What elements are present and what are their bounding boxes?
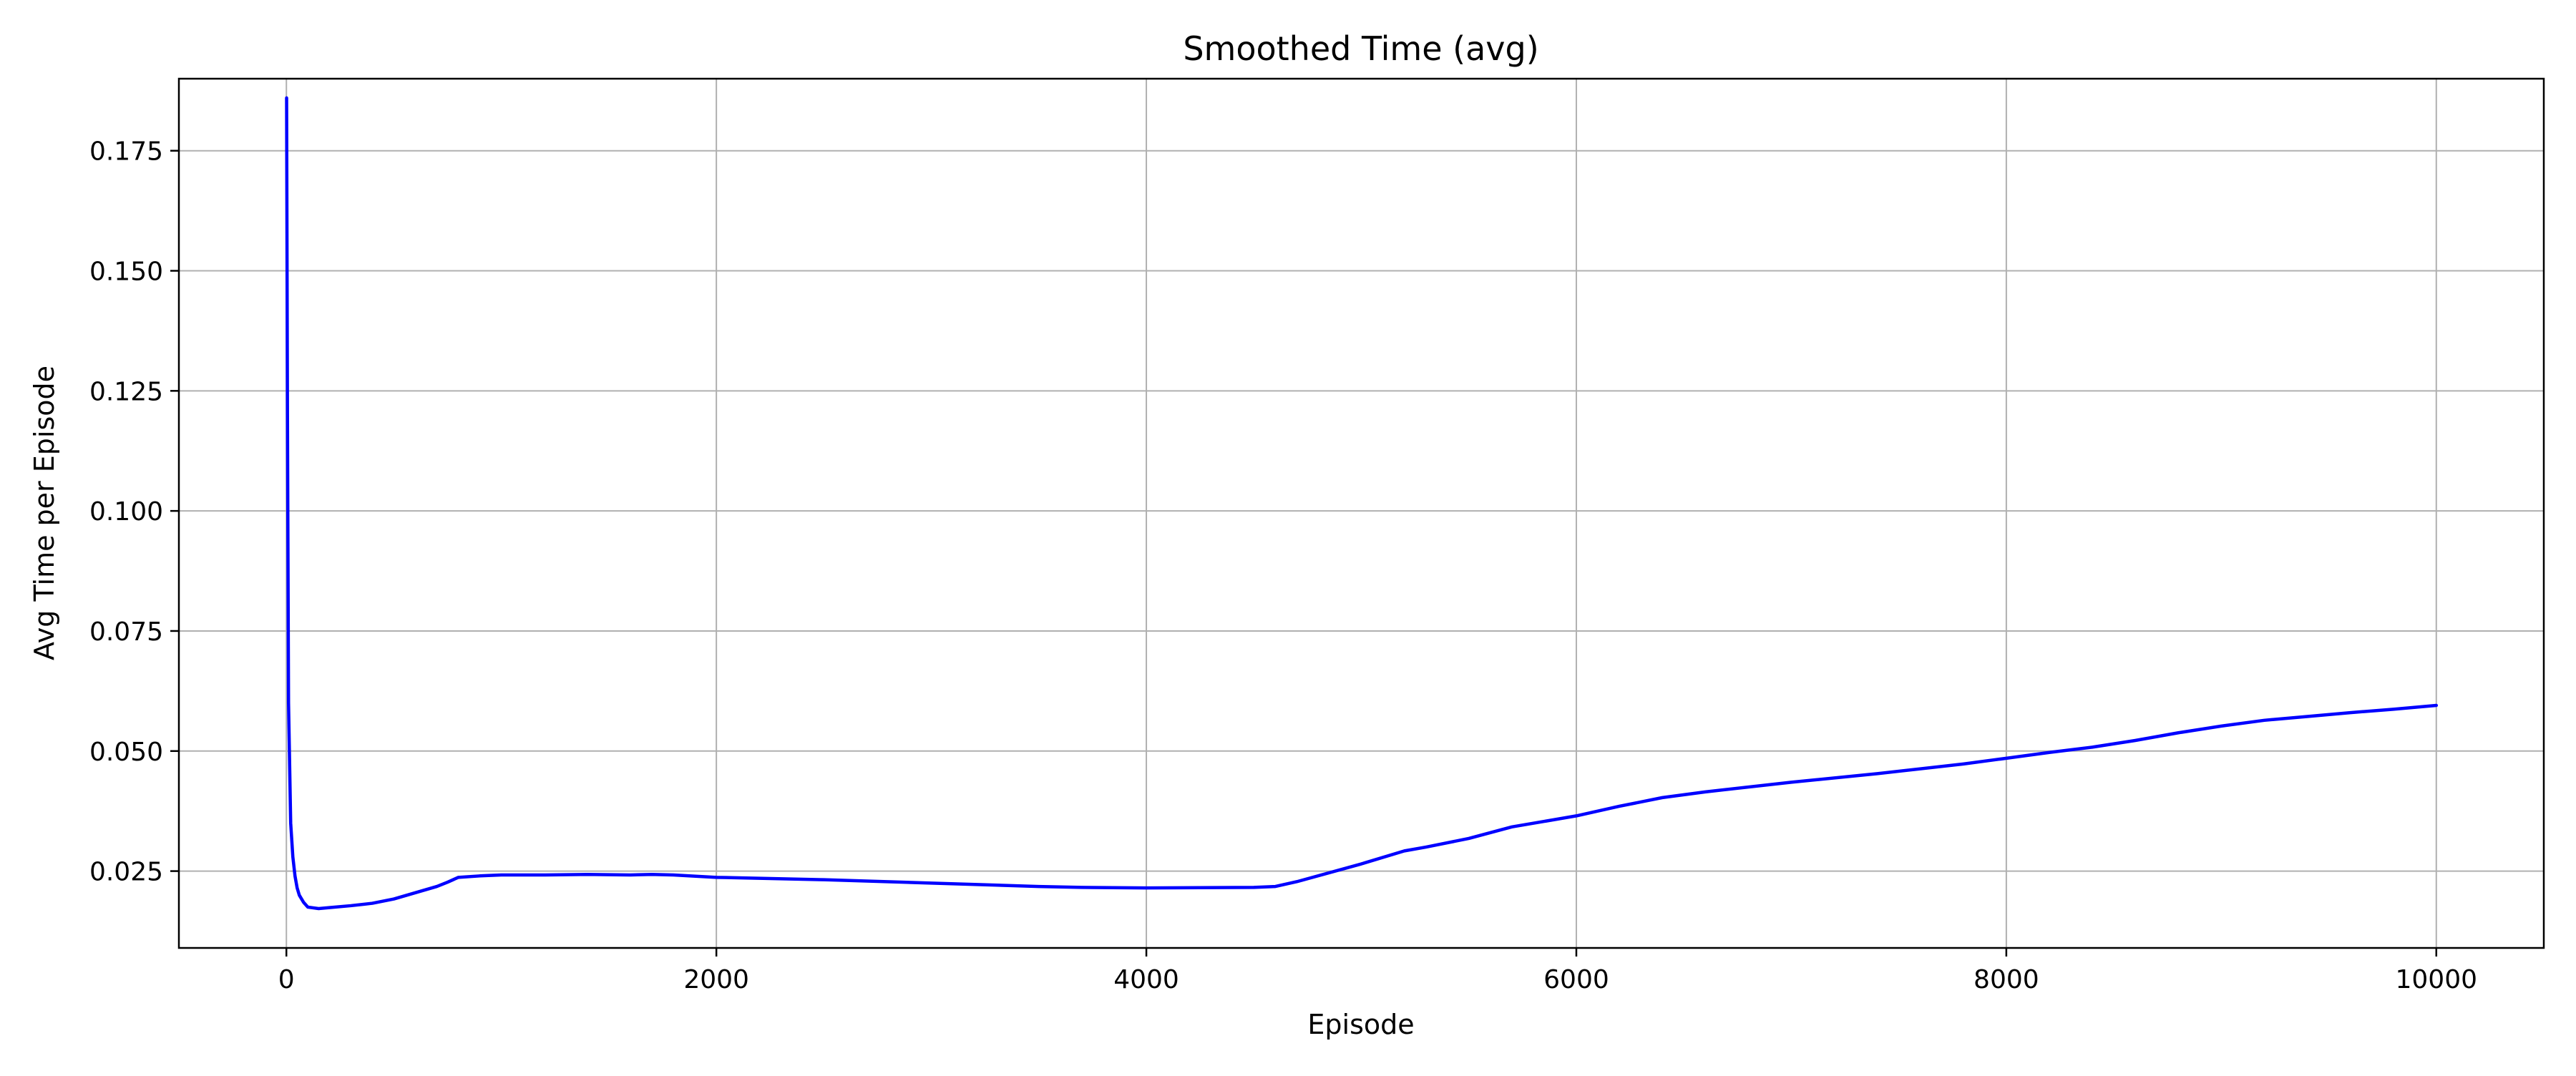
y-tick-label: 0.075 bbox=[89, 617, 163, 647]
y-tick-label: 0.150 bbox=[89, 258, 163, 287]
y-tick-label: 0.125 bbox=[89, 377, 163, 406]
y-tick-label: 0.100 bbox=[89, 497, 163, 527]
x-tick-label: 6000 bbox=[1543, 965, 1609, 994]
series-layer bbox=[285, 96, 2439, 911]
tick-layer: 0 2000 4000 6000 8000 10000 0.025 0.050 0.075 0.1… bbox=[89, 137, 2477, 994]
x-tick-label: 0 bbox=[278, 965, 295, 994]
x-tick-label: 10000 bbox=[2396, 965, 2478, 994]
chart-title: Smoothed Time (avg) bbox=[1183, 29, 1538, 68]
grid-layer bbox=[179, 79, 2544, 948]
x-tick-label: 8000 bbox=[1974, 965, 2039, 994]
x-axis-label: Episode bbox=[1307, 1009, 1414, 1040]
y-axis-label: Avg Time per Episode bbox=[29, 366, 60, 660]
y-tick-label: 0.050 bbox=[89, 738, 163, 767]
y-tick-label: 0.025 bbox=[89, 858, 163, 887]
x-tick-label: 4000 bbox=[1113, 965, 1179, 994]
plot-frame bbox=[177, 77, 2545, 949]
y-tick-label: 0.175 bbox=[89, 137, 163, 167]
x-tick-label: 2000 bbox=[683, 965, 749, 994]
series-line-0 bbox=[285, 96, 2439, 911]
